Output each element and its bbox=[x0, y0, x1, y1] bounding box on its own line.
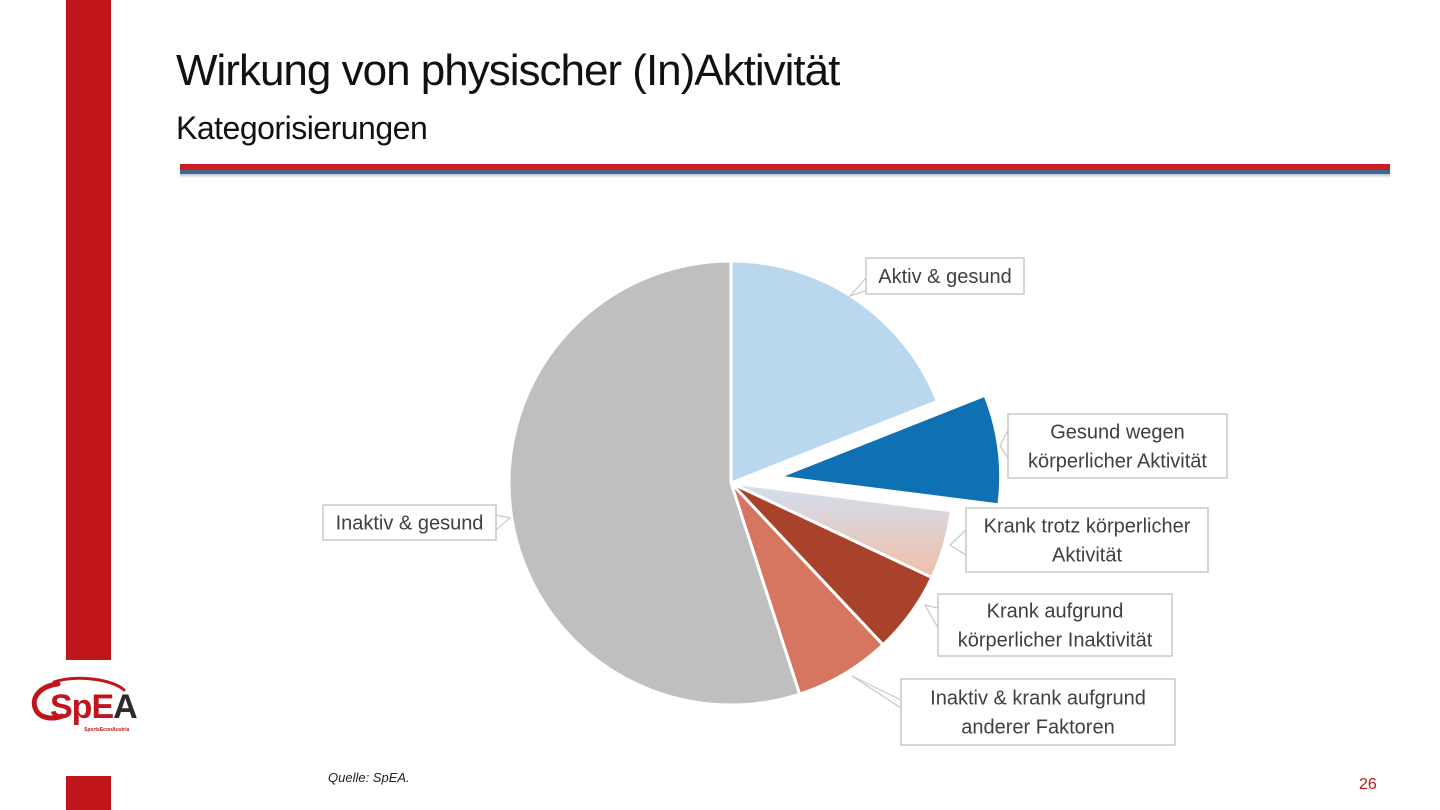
spea-logo-text: SpEA bbox=[50, 688, 138, 727]
slice-gesund-wegen-aktivitaet bbox=[777, 393, 1003, 507]
logo-text-a: A bbox=[113, 688, 138, 726]
callout-inaktiv-krank-andere-pointer bbox=[851, 675, 902, 710]
callout-krank-aufgrund-inaktivitaet-line-1: Krank aufgrund bbox=[987, 601, 1124, 623]
callout-inaktiv-krank-andere: Inaktiv & krank aufgrund anderer Faktoren bbox=[851, 675, 1176, 746]
page-number: 26 bbox=[1359, 776, 1377, 793]
callout-krank-trotz-aktivitaet-line-1: Krank trotz körperlicher bbox=[984, 516, 1191, 538]
callout-inaktiv-gesund-line-1: Inaktiv & gesund bbox=[336, 513, 484, 535]
pie-callouts: Aktiv & gesund Gesund wegen körperlicher A… bbox=[322, 257, 1228, 746]
callout-aktiv-gesund-line-1: Aktiv & gesund bbox=[878, 266, 1011, 288]
logo-text-e: E bbox=[91, 688, 114, 726]
callout-inaktiv-gesund-pointer bbox=[495, 514, 512, 532]
slice-aktiv-gesund bbox=[729, 259, 939, 485]
callout-gesund-wegen-aktivitaet-line-2: körperlicher Aktivität bbox=[1028, 451, 1207, 473]
callout-gesund-wegen-aktivitaet-pointer bbox=[999, 429, 1009, 460]
callout-aktiv-gesund: Aktiv & gesund bbox=[848, 257, 1025, 298]
callout-krank-trotz-aktivitaet-line-2: Aktivität bbox=[1052, 545, 1122, 567]
source-note: Quelle: SpEA. bbox=[328, 770, 410, 785]
callout-krank-aufgrund-inaktivitaet-box bbox=[937, 593, 1173, 657]
pie-slices bbox=[507, 259, 1003, 707]
logo-text-sp: Sp bbox=[50, 688, 92, 726]
callout-gesund-wegen-aktivitaet-box bbox=[1007, 413, 1228, 479]
callout-inaktiv-krank-andere-line-2: anderer Faktoren bbox=[961, 717, 1114, 739]
callout-krank-aufgrund-inaktivitaet-pointer bbox=[923, 604, 939, 631]
spea-logo-swoosh bbox=[31, 676, 126, 721]
callout-aktiv-gesund-box bbox=[865, 257, 1025, 295]
callout-krank-trotz-aktivitaet-pointer bbox=[949, 528, 967, 557]
title-rule-blue bbox=[180, 170, 1390, 174]
left-accent-bar-top bbox=[66, 0, 111, 660]
callout-inaktiv-krank-andere-box bbox=[900, 678, 1176, 746]
callout-gesund-wegen-aktivitaet: Gesund wegen körperlicher Aktivität bbox=[999, 413, 1228, 479]
title-rule-shadow bbox=[180, 174, 1390, 178]
callout-krank-trotz-aktivitaet: Krank trotz körperlicher Aktivität bbox=[949, 507, 1209, 573]
slice-inaktiv-gesund bbox=[507, 259, 802, 707]
callout-inaktiv-krank-andere-line-1: Inaktiv & krank aufgrund bbox=[930, 688, 1146, 710]
slide-subtitle: Kategorisierungen bbox=[176, 110, 428, 146]
slide-title: Wirkung von physischer (In)Aktivität bbox=[176, 46, 840, 95]
callout-inaktiv-gesund: Inaktiv & gesund bbox=[322, 504, 512, 541]
title-rule-red bbox=[180, 164, 1390, 170]
callout-krank-trotz-aktivitaet-box bbox=[965, 507, 1209, 573]
callout-gesund-wegen-aktivitaet-line-1: Gesund wegen bbox=[1050, 422, 1185, 444]
callout-krank-aufgrund-inaktivitaet: Krank aufgrund körperlicher Inaktivität bbox=[923, 593, 1173, 657]
callout-krank-aufgrund-inaktivitaet-line-2: körperlicher Inaktivität bbox=[958, 630, 1153, 652]
spea-logo-tagline: SportsEconAustria bbox=[84, 727, 130, 733]
callout-inaktiv-gesund-box bbox=[322, 504, 497, 541]
left-accent-bar-bottom bbox=[66, 776, 111, 810]
